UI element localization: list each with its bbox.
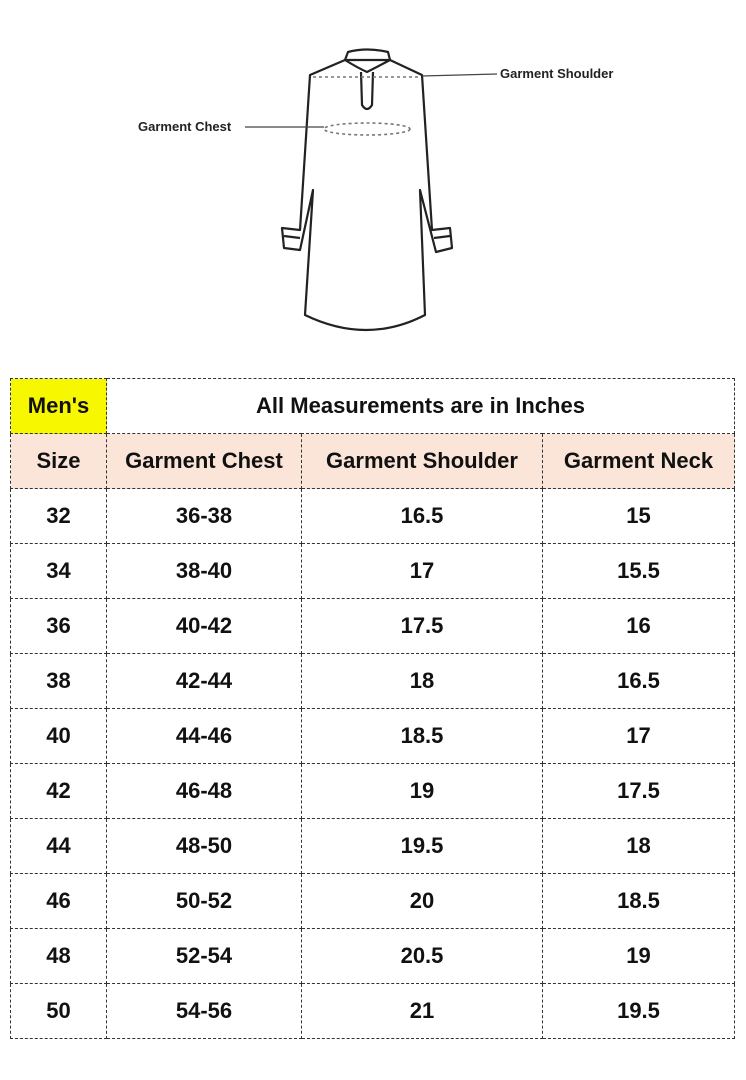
units-note: All Measurements are in Inches <box>106 378 735 434</box>
table-row: 50 54-56 21 19.5 <box>10 983 735 1039</box>
size-cell: 46 <box>10 873 107 929</box>
column-header: Garment Chest <box>106 433 302 489</box>
shoulder-cell: 17 <box>301 543 543 599</box>
chest-cell: 52-54 <box>106 928 302 984</box>
shoulder-cell: 18 <box>301 653 543 709</box>
shoulder-cell: 19 <box>301 763 543 819</box>
size-cell: 34 <box>10 543 107 599</box>
shoulder-cell: 20.5 <box>301 928 543 984</box>
shoulder-label: Garment Shoulder <box>500 66 614 81</box>
size-cell: 42 <box>10 763 107 819</box>
neck-cell: 15 <box>542 488 735 544</box>
column-header: Size <box>10 433 107 489</box>
table-row: 38 42-44 18 16.5 <box>10 653 735 709</box>
size-chart-table: Men's All Measurements are in Inches Siz… <box>10 378 735 1039</box>
chest-cell: 38-40 <box>106 543 302 599</box>
table-row: 42 46-48 19 17.5 <box>10 763 735 819</box>
shoulder-cell: 21 <box>301 983 543 1039</box>
table-row: 34 38-40 17 15.5 <box>10 543 735 599</box>
shoulder-cell: 16.5 <box>301 488 543 544</box>
table-row: 32 36-38 16.5 15 <box>10 488 735 544</box>
neck-cell: 19 <box>542 928 735 984</box>
chest-cell: 36-38 <box>106 488 302 544</box>
size-cell: 44 <box>10 818 107 874</box>
column-header: Garment Shoulder <box>301 433 543 489</box>
table-row: 46 50-52 20 18.5 <box>10 873 735 929</box>
size-cell: 32 <box>10 488 107 544</box>
chest-cell: 50-52 <box>106 873 302 929</box>
shoulder-cell: 17.5 <box>301 598 543 654</box>
size-cell: 50 <box>10 983 107 1039</box>
chest-cell: 44-46 <box>106 708 302 764</box>
neck-cell: 17.5 <box>542 763 735 819</box>
title-row: Men's All Measurements are in Inches <box>10 378 735 434</box>
neck-cell: 18 <box>542 818 735 874</box>
shoulder-cell: 20 <box>301 873 543 929</box>
garment-diagram: Garment Shoulder Garment Chest <box>0 0 746 360</box>
chest-cell: 54-56 <box>106 983 302 1039</box>
chest-cell: 42-44 <box>106 653 302 709</box>
neck-cell: 16.5 <box>542 653 735 709</box>
size-cell: 38 <box>10 653 107 709</box>
kurta-illustration <box>245 48 498 332</box>
neck-cell: 19.5 <box>542 983 735 1039</box>
table-row: 36 40-42 17.5 16 <box>10 598 735 654</box>
size-cell: 40 <box>10 708 107 764</box>
neck-cell: 16 <box>542 598 735 654</box>
header-row: Size Garment Chest Garment Shoulder Garm… <box>10 433 735 489</box>
shoulder-cell: 19.5 <box>301 818 543 874</box>
chest-cell: 46-48 <box>106 763 302 819</box>
size-cell: 48 <box>10 928 107 984</box>
neck-cell: 18.5 <box>542 873 735 929</box>
chest-cell: 48-50 <box>106 818 302 874</box>
chest-cell: 40-42 <box>106 598 302 654</box>
gender-cell: Men's <box>10 378 107 434</box>
table-row: 44 48-50 19.5 18 <box>10 818 735 874</box>
table-row: 48 52-54 20.5 19 <box>10 928 735 984</box>
neck-cell: 17 <box>542 708 735 764</box>
neck-cell: 15.5 <box>542 543 735 599</box>
size-cell: 36 <box>10 598 107 654</box>
shoulder-cell: 18.5 <box>301 708 543 764</box>
table-row: 40 44-46 18.5 17 <box>10 708 735 764</box>
chest-label: Garment Chest <box>138 119 232 134</box>
column-header: Garment Neck <box>542 433 735 489</box>
